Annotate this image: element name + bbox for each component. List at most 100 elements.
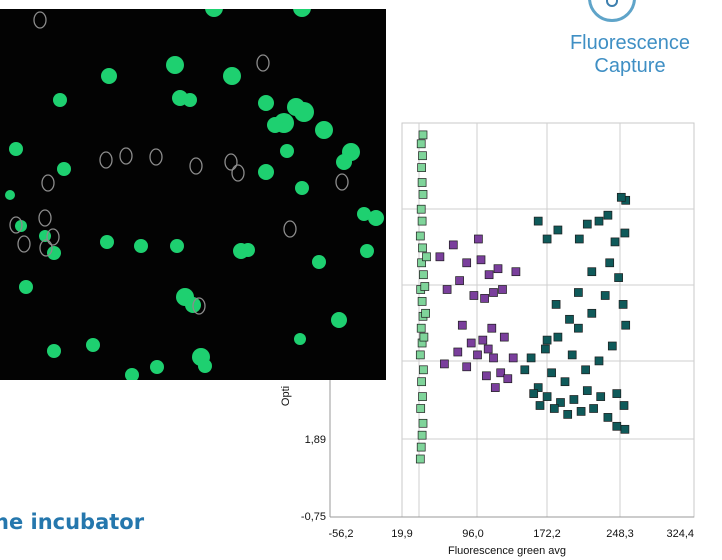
data-point <box>603 413 613 422</box>
unstained-cell-outline <box>41 174 55 192</box>
data-point <box>422 252 431 262</box>
data-point <box>419 270 428 280</box>
fluorescent-cell <box>357 207 371 221</box>
data-point <box>533 383 543 392</box>
data-point <box>416 442 426 452</box>
data-point <box>482 371 491 381</box>
data-point <box>466 338 476 348</box>
data-point <box>457 320 467 330</box>
caption-line-1: Fluorescence <box>569 32 691 54</box>
fluorescent-cell <box>294 333 306 345</box>
fluorescent-cell <box>198 359 212 373</box>
data-point <box>462 362 472 372</box>
unstained-cell-outline <box>224 153 238 171</box>
fluorescent-cell <box>47 246 61 260</box>
data-point <box>473 350 482 360</box>
data-point <box>417 377 426 387</box>
data-point <box>581 365 590 375</box>
data-point <box>489 288 498 297</box>
fluorescent-cell <box>150 360 164 374</box>
data-point <box>614 273 623 282</box>
data-point <box>417 430 427 440</box>
unstained-cell-outline <box>46 228 60 246</box>
fluorescent-cell <box>267 117 283 133</box>
x-tick-label: 248,3 <box>606 528 634 540</box>
y-tick-labels: -0,75 1,89 <box>301 434 326 523</box>
data-point <box>553 225 563 235</box>
data-point <box>535 401 545 410</box>
data-point <box>612 389 622 398</box>
data-point <box>418 151 427 161</box>
data-point <box>489 353 498 363</box>
data-point <box>418 243 427 253</box>
x-tick-label: 172,2 <box>533 528 561 540</box>
data-point <box>549 404 559 413</box>
unstained-cell-outline <box>231 164 245 182</box>
data-point <box>589 404 598 413</box>
data-point <box>621 320 631 330</box>
fluorescent-cell <box>47 344 61 358</box>
fluorescence-capture-caption: Fluorescence Capture <box>560 32 700 78</box>
data-point <box>582 386 592 395</box>
data-point <box>582 219 592 229</box>
x-tick-label: -56,2 <box>328 528 353 540</box>
fluorescent-cell <box>294 102 314 122</box>
data-point <box>418 190 428 199</box>
fluorescent-cell <box>101 68 117 84</box>
data-point <box>484 270 494 280</box>
data-point <box>560 377 570 387</box>
data-point <box>478 335 488 345</box>
fluorescent-cell <box>223 67 241 85</box>
unstained-cell-outline <box>38 209 52 227</box>
fluorescent-cell <box>312 255 326 269</box>
data-point <box>574 288 583 297</box>
data-point <box>569 395 579 404</box>
fluorescence-microscopy-image <box>0 9 386 380</box>
fluorescent-cell <box>258 164 274 180</box>
data-point <box>418 130 428 140</box>
x-tick-label: 96,0 <box>462 528 483 540</box>
y-axis-label: Opti <box>280 386 292 406</box>
data-point <box>476 255 486 265</box>
fluorescent-cell <box>166 56 184 74</box>
data-point <box>620 424 630 434</box>
data-point <box>416 323 426 333</box>
data-point <box>417 178 427 187</box>
unstained-cell-outline <box>9 216 23 234</box>
data-point <box>587 267 597 277</box>
data-point <box>417 216 427 226</box>
data-point <box>547 368 556 378</box>
data-point <box>442 285 452 294</box>
fluorescent-cell <box>293 9 311 17</box>
data-point <box>551 300 561 309</box>
data-point <box>418 392 427 401</box>
y-tick-label: -0,75 <box>301 511 326 523</box>
section-heading: he incubator <box>0 510 145 534</box>
data-point <box>607 341 617 351</box>
unstained-cell-outline <box>99 151 113 169</box>
fluorescent-cell <box>125 368 139 380</box>
fluorescent-cell <box>57 162 71 176</box>
data-point <box>419 365 428 375</box>
fluorescent-cell <box>9 142 23 156</box>
data-point <box>620 228 630 238</box>
fluorescent-cell <box>19 280 33 294</box>
data-point <box>503 374 513 384</box>
data-point <box>612 421 622 431</box>
data-point <box>600 291 610 300</box>
data-point <box>498 285 507 294</box>
fluorescent-cell <box>258 95 274 111</box>
data-point <box>526 353 536 363</box>
data-points <box>415 130 631 464</box>
data-point <box>421 308 430 318</box>
x-tick-label: 324,4 <box>666 528 694 540</box>
fluorescent-cell <box>315 121 333 139</box>
data-point <box>610 237 620 247</box>
data-point <box>520 365 530 375</box>
data-point <box>541 344 550 354</box>
unstained-cell-outline <box>149 148 163 166</box>
unstained-cell-outline <box>256 54 270 72</box>
fluorescent-cell <box>170 239 184 253</box>
data-point <box>596 392 606 401</box>
data-point <box>576 407 586 416</box>
